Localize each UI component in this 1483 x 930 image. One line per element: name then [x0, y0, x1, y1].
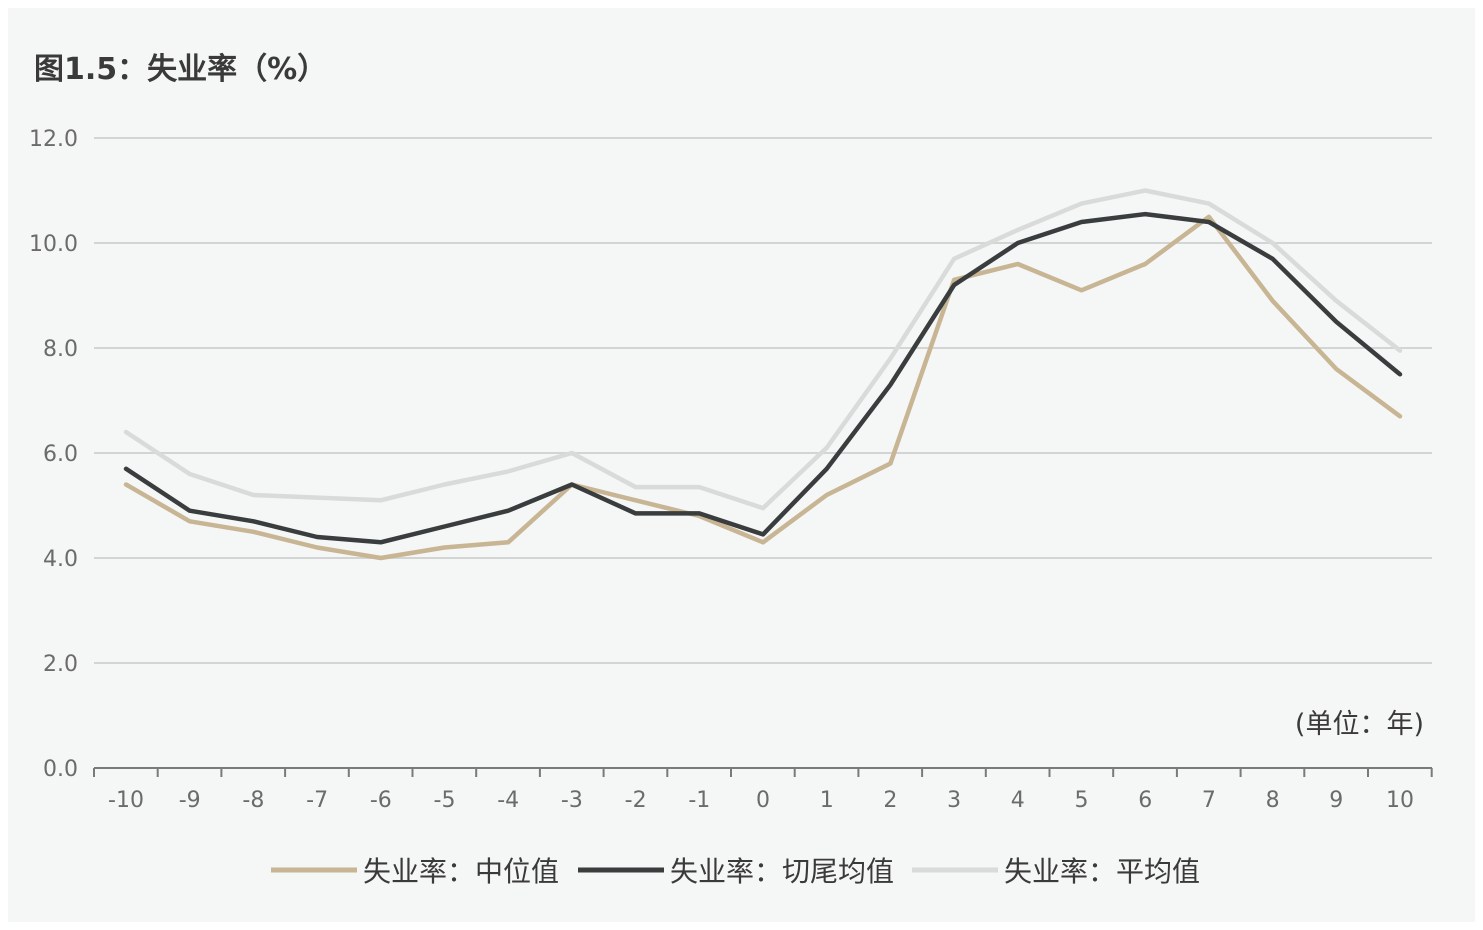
x-tick-label: -10	[108, 788, 144, 813]
x-tick-label: 3	[947, 788, 961, 813]
x-tick-label: -5	[434, 788, 456, 813]
x-tick-label: 1	[820, 788, 834, 813]
legend-label: 失业率：平均值	[1004, 855, 1200, 888]
series-line	[123, 211, 1403, 545]
gridlines	[94, 137, 1432, 664]
x-tick-label: 7	[1202, 788, 1216, 813]
y-tick-label: 6.0	[43, 442, 78, 467]
y-tick-label: 12.0	[29, 127, 78, 152]
y-tick-label: 8.0	[43, 337, 78, 362]
unit-note: (单位：年)	[1295, 709, 1424, 740]
legend-label: 失业率：切尾均值	[670, 855, 894, 888]
series-line	[123, 188, 1403, 511]
x-tick-label: 2	[883, 788, 897, 813]
x-tick-label: 8	[1266, 788, 1280, 813]
x-tick-label: -2	[625, 788, 647, 813]
legend-label: 失业率：中位值	[363, 855, 559, 888]
x-tick-label: -1	[688, 788, 710, 813]
x-tick-label: 5	[1075, 788, 1089, 813]
x-tick-label: 4	[1011, 788, 1025, 813]
y-tick-label: 0.0	[43, 757, 78, 782]
x-tick-label: -4	[497, 788, 519, 813]
x-tick-label: 6	[1138, 788, 1152, 813]
y-tick-label: 2.0	[43, 652, 78, 677]
x-tick-label: -3	[561, 788, 583, 813]
x-tick-label: -9	[179, 788, 201, 813]
x-tick-label: 10	[1386, 788, 1414, 813]
chart-panel	[8, 8, 1475, 922]
y-tick-label: 10.0	[29, 232, 78, 257]
y-axis: 0.0 2.0 4.0 6.0 8.0 10.0 12.0	[29, 127, 78, 782]
y-tick-label: 4.0	[43, 547, 78, 572]
x-tick-label: 9	[1329, 788, 1343, 813]
x-tick-label: -8	[242, 788, 264, 813]
x-tick-label: 0	[756, 788, 770, 813]
legend: 失业率：中位值 失业率：切尾均值 失业率：平均值	[271, 855, 1200, 888]
series-line	[123, 214, 1403, 561]
x-tick-label: -7	[306, 788, 328, 813]
x-axis: -10 -9 -8 -7 -6 -5 -4 -3 -2 -1 0 1 2 3 4 5 6 7 8 9 10	[93, 767, 1433, 813]
x-tick-label: -6	[370, 788, 392, 813]
chart-title: 图1.5：失业率（%）	[34, 52, 328, 87]
series-lines	[123, 188, 1403, 561]
